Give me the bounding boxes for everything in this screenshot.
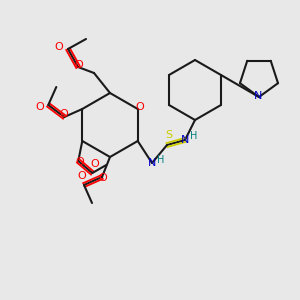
Text: O: O — [59, 109, 68, 119]
Text: O: O — [99, 173, 107, 183]
Text: O: O — [75, 60, 83, 70]
Text: S: S — [165, 130, 172, 140]
Text: O: O — [55, 42, 63, 52]
Text: O: O — [135, 102, 144, 112]
Text: N: N — [254, 91, 262, 101]
Text: N: N — [181, 135, 189, 145]
Text: O: O — [90, 159, 99, 169]
Text: N: N — [148, 158, 156, 168]
Text: O: O — [75, 157, 84, 167]
Text: O: O — [78, 171, 86, 181]
Text: O: O — [35, 102, 44, 112]
Text: H: H — [157, 155, 165, 165]
Text: H: H — [190, 131, 198, 141]
